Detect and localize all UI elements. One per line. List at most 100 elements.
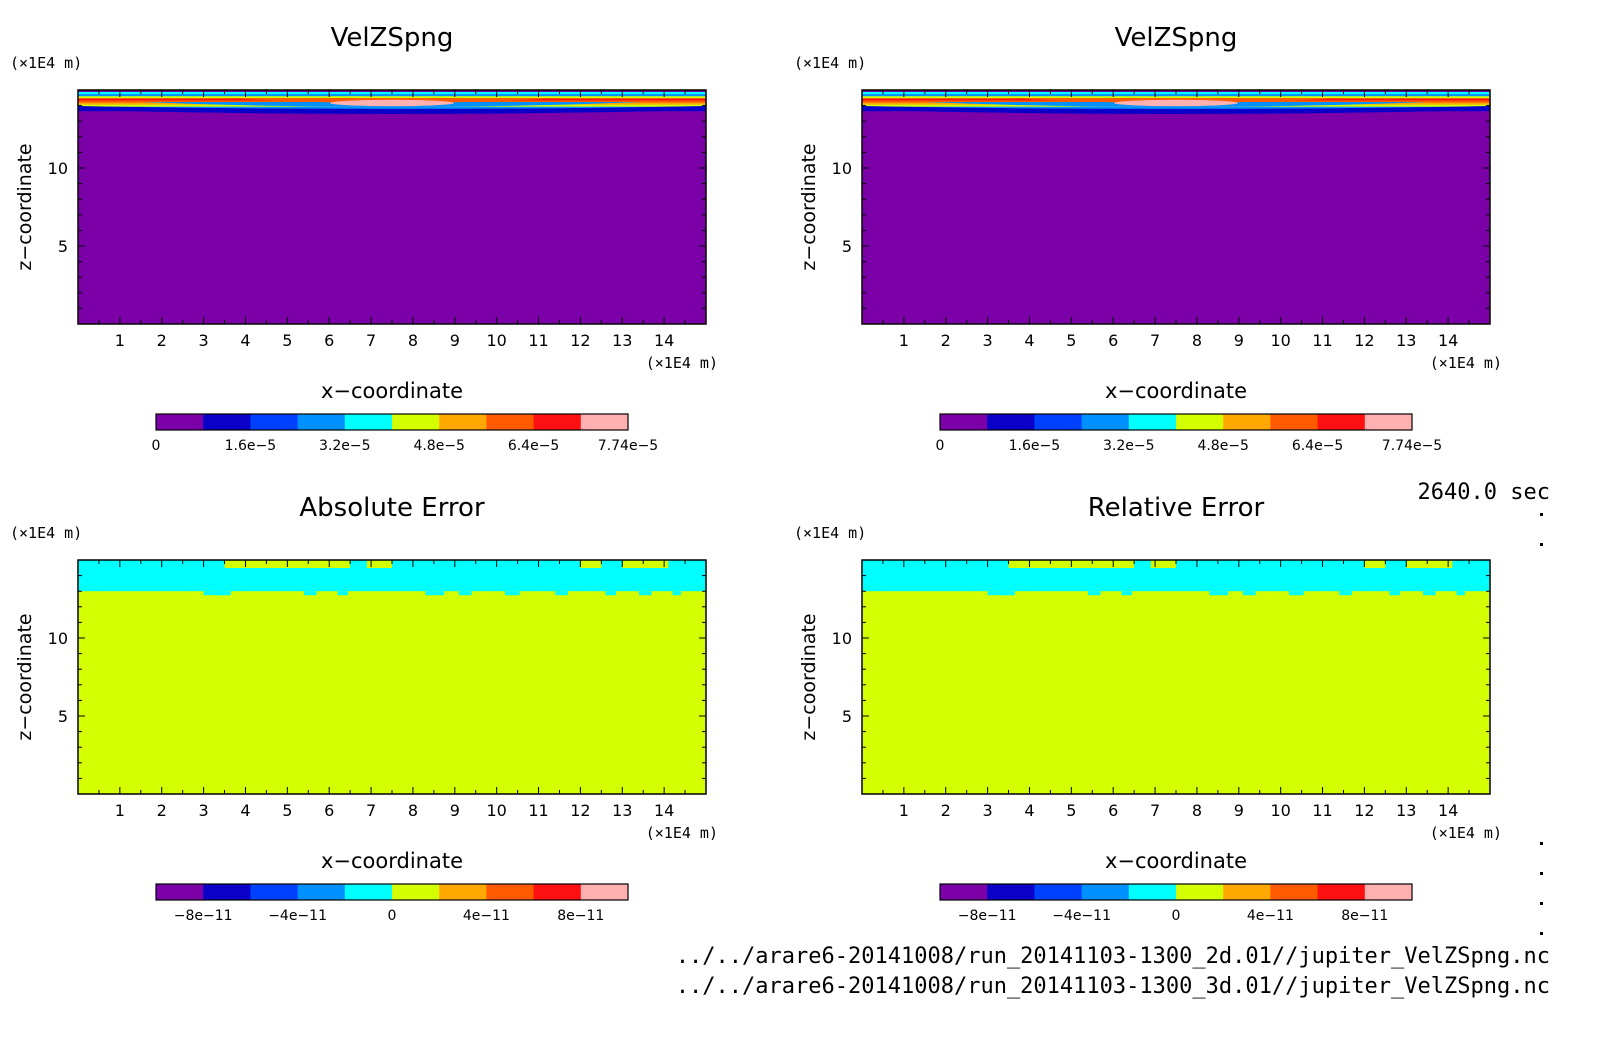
x-tick-label: 13 [1396, 331, 1416, 350]
colorbar-segment [1081, 884, 1130, 900]
field-band [862, 106, 1490, 110]
field-patch [1339, 591, 1352, 596]
field-maximum [1114, 99, 1238, 107]
field-patch [216, 591, 231, 596]
colorbar-label: 0 [1172, 908, 1181, 924]
colorbar-segment [486, 414, 535, 430]
field-hole [1150, 560, 1176, 568]
colorbar-label: 3.2e−5 [319, 438, 371, 454]
colorbar-label: 4.8e−5 [1197, 438, 1249, 454]
colorbar-label: 0 [388, 908, 397, 924]
x-tick-label: 12 [570, 331, 590, 350]
field-patch [505, 591, 520, 596]
y-tick-label: 5 [58, 707, 68, 726]
x-tick-label: 13 [1396, 801, 1416, 820]
colorbar-segment [203, 414, 251, 430]
colorbar-segment [392, 884, 440, 900]
field-hole [1364, 560, 1386, 568]
field-lower-band [862, 106, 1490, 114]
x-tick-label: 3 [983, 801, 993, 820]
colorbar-segment [250, 884, 299, 900]
colorbar-segment [203, 884, 251, 900]
x-tick-label: 4 [240, 331, 250, 350]
marker-dot [1540, 842, 1543, 845]
field-hole [1439, 560, 1453, 568]
x-tick-label: 9 [450, 801, 460, 820]
colorbar-label: 7.74e−5 [1382, 438, 1442, 454]
x-tick-label: 5 [1066, 801, 1076, 820]
x-tick-label: 3 [199, 801, 209, 820]
colorbar-label: −4e−11 [1052, 908, 1111, 924]
x-unit-label: (×1E4 m) [646, 354, 718, 372]
x-tick-label: 4 [1024, 331, 1034, 350]
field-band [862, 94, 1490, 97]
field-background [78, 90, 706, 324]
y-tick-label: 5 [58, 237, 68, 256]
x-axis-label: x−coordinate [1105, 379, 1247, 403]
x-tick-label: 9 [450, 331, 460, 350]
colorbar-segment [1128, 414, 1177, 430]
colorbar-segment [1270, 884, 1319, 900]
field-band [78, 94, 706, 97]
colorbar-label: 8e−11 [1341, 908, 1388, 924]
colorbar-segment [344, 414, 393, 430]
x-tick-label: 1 [115, 331, 125, 350]
y-unit-label: (×1E4 m) [10, 54, 82, 72]
colorbar-segment [940, 884, 988, 900]
y-axis-label: z−coordinate [798, 613, 820, 740]
colorbar-segment [1128, 884, 1177, 900]
y-unit-label: (×1E4 m) [10, 524, 82, 542]
field-patch [1088, 591, 1101, 596]
colorbar-segment [1270, 414, 1319, 430]
field-patch [987, 591, 1009, 596]
x-tick-label: 9 [1234, 331, 1244, 350]
colorbar-segment [1034, 884, 1083, 900]
x-tick-label: 2 [157, 801, 167, 820]
x-tick-label: 5 [282, 331, 292, 350]
colorbar-label: 1.6e−5 [225, 438, 277, 454]
x-tick-label: 1 [899, 801, 909, 820]
field-patch [1242, 591, 1256, 596]
x-tick-label: 14 [1438, 331, 1458, 350]
field-patch [458, 591, 472, 596]
field-patch [1121, 591, 1133, 596]
colorbar-segment [580, 884, 629, 900]
colorbar-segment [533, 884, 582, 900]
x-tick-label: 5 [282, 801, 292, 820]
field-hole [580, 560, 602, 568]
chart-panel-3: Absolute Error(×1E4 m)1 2 3 4 5 6 7 8 9 10 11 12 13 1… [10, 493, 718, 924]
x-tick-label: 4 [240, 801, 250, 820]
colorbar-frame [939, 883, 1413, 901]
x-tick-label: 10 [1270, 801, 1290, 820]
colorbar-label: 3.2e−5 [1103, 438, 1155, 454]
time-label: 2640.0 sec [1417, 480, 1550, 505]
field-patch [1389, 591, 1400, 596]
y-unit-label: (×1E4 m) [794, 524, 866, 542]
x-tick-label: 14 [654, 801, 674, 820]
colorbar-segment [987, 884, 1035, 900]
colorbar-segment [486, 884, 535, 900]
x-axis-label: x−coordinate [321, 849, 463, 873]
x-tick-label: 6 [1108, 801, 1118, 820]
file-path-2d: ../../arare6-20141008/run_20141103-1300_… [675, 944, 1550, 969]
field-hole [366, 560, 392, 568]
y-axis-label: z−coordinate [798, 143, 820, 270]
colorbar-segment [580, 414, 629, 430]
x-tick-label: 11 [528, 801, 548, 820]
x-tick-label: 11 [1312, 331, 1332, 350]
chart-panel-4: Relative Error(×1E4 m)1 2 3 4 5 6 7 8 9 10 11 12 13 1… [794, 493, 1502, 924]
x-unit-label: (×1E4 m) [1430, 824, 1502, 842]
colorbar-segment [987, 414, 1035, 430]
file-path-3d: ../../arare6-20141008/run_20141103-1300_… [675, 974, 1550, 999]
x-tick-label: 4 [1024, 801, 1034, 820]
colorbar-segment [344, 884, 393, 900]
x-tick-label: 13 [612, 331, 632, 350]
colorbar-segment [1176, 884, 1224, 900]
colorbar-segment [156, 884, 204, 900]
colorbar-segment [940, 414, 988, 430]
chart-panel-2: VelZSpng(×1E4 m)1 2 3 4 5 6 7 8 9 10 11 12 13 14510(×… [794, 23, 1502, 454]
field-patch [672, 591, 681, 596]
field-patch [304, 591, 317, 596]
colorbar-segment [392, 414, 440, 430]
x-unit-label: (×1E4 m) [646, 824, 718, 842]
